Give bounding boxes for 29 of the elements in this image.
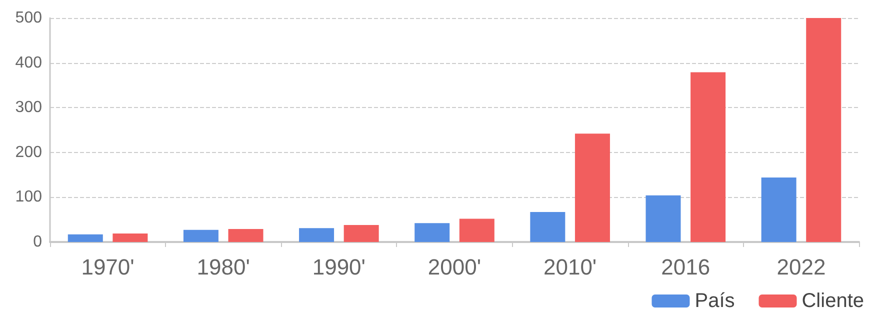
y-tick-label: 200 (15, 144, 42, 161)
x-tick-label: 2000' (428, 254, 482, 280)
bar (344, 224, 379, 242)
y-tick-label: 400 (15, 54, 42, 72)
bar (690, 72, 726, 242)
bar (299, 228, 334, 242)
bar (228, 229, 264, 242)
x-tick-label: 1980' (196, 254, 250, 280)
x-tick-label: 1990' (312, 254, 366, 280)
legend-label: País (694, 290, 735, 312)
bar (646, 195, 681, 242)
y-tick-label: 500 (15, 10, 42, 26)
bar (530, 212, 566, 242)
bar (112, 233, 148, 242)
x-tick-label: 1970' (81, 254, 134, 280)
bar (761, 177, 796, 242)
bar (183, 230, 218, 242)
x-tick-label: 2022 (776, 254, 826, 280)
bar (414, 223, 450, 242)
y-tick-label: 100 (15, 188, 42, 206)
bar (68, 234, 103, 242)
y-tick-label: 300 (15, 99, 42, 116)
bar (806, 18, 842, 242)
bar (459, 218, 494, 242)
x-tick-label: 2016 (661, 254, 710, 280)
legend-label: Cliente (802, 290, 864, 312)
bar (574, 134, 610, 242)
x-tick-label: 2010' (543, 254, 597, 280)
y-tick-label: 0 (33, 234, 42, 250)
